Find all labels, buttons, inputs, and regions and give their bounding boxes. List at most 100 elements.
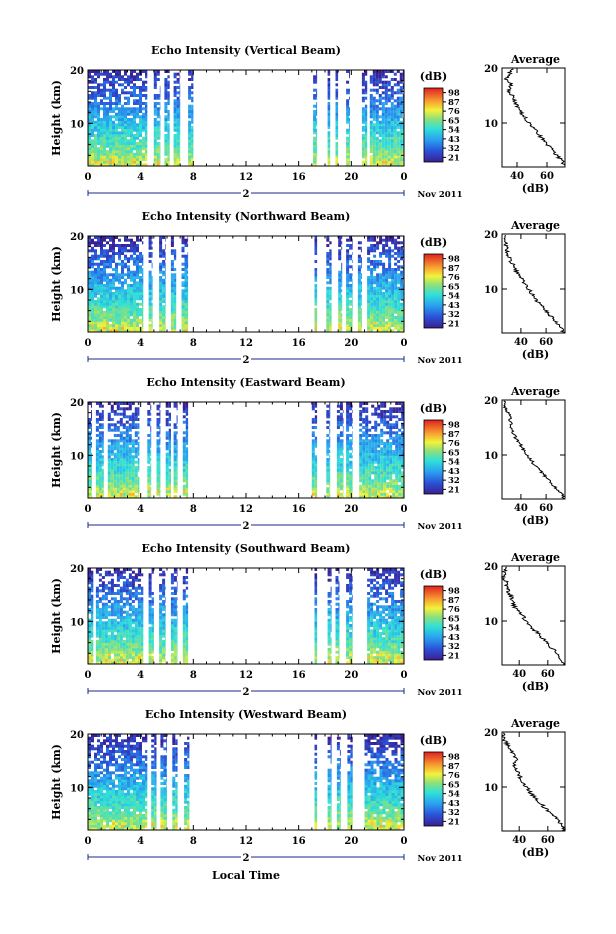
heatmap-cell: [126, 485, 129, 488]
heatmap-cell: [340, 487, 343, 490]
heatmap-cell: [114, 466, 117, 469]
heatmap-cell: [91, 643, 93, 646]
heatmap-cell: [313, 126, 316, 129]
heatmap-cell: [109, 300, 112, 303]
heatmap-cell: [185, 295, 188, 298]
heatmap-cell: [349, 463, 352, 466]
heatmap-cell: [177, 487, 178, 490]
heatmap-cell: [94, 308, 97, 311]
heatmap-cell: [94, 105, 97, 108]
heatmap-cell: [100, 327, 103, 330]
heatmap-cell: [124, 155, 127, 158]
heatmap-cell: [142, 241, 143, 244]
heatmap-cell: [166, 490, 169, 493]
heatmap-cell: [142, 287, 143, 290]
heatmap-cell: [91, 134, 94, 137]
heatmap-cell: [133, 327, 136, 330]
heatmap-cell: [164, 129, 167, 132]
heatmap-cell: [142, 300, 143, 303]
heatmap-cell: [133, 75, 136, 78]
heatmap-cell: [138, 442, 140, 445]
heatmap-cell: [362, 147, 365, 150]
heatmap-cell: [382, 150, 385, 153]
heatmap-cell: [359, 405, 362, 408]
heatmap-cell: [139, 297, 142, 300]
heatmap-cell: [365, 105, 367, 108]
heatmap-cell: [142, 145, 145, 148]
heatmap-cell: [174, 94, 177, 97]
heatmap-cell: [329, 241, 331, 244]
heatmap-cell: [188, 134, 191, 137]
heatmap-cell: [391, 123, 394, 126]
heatmap-cell: [160, 485, 161, 488]
heatmap-cell: [346, 107, 349, 110]
heatmap-cell: [162, 316, 165, 319]
heatmap-cell: [391, 321, 394, 324]
heatmap-cell: [91, 303, 94, 306]
heatmap-cell: [164, 118, 167, 121]
heatmap-cell: [136, 287, 139, 290]
heatmap-cell: [382, 81, 385, 84]
heatmap-cell: [99, 418, 102, 421]
heatmap-cell: [346, 289, 349, 292]
heatmap-cell: [392, 415, 395, 418]
heatmap-cell: [150, 413, 151, 416]
heatmap-cell: [136, 129, 139, 132]
heatmap-cell: [373, 134, 376, 137]
heatmap-cell: [386, 487, 389, 490]
heatmap-cell: [185, 308, 188, 311]
heatmap-cell: [121, 158, 124, 161]
heatmap-cell: [316, 139, 317, 142]
heatmap-cell: [394, 287, 397, 290]
heatmap-cell: [385, 271, 388, 274]
heatmap-cell: [337, 450, 340, 453]
heatmap-cell: [391, 276, 394, 279]
heatmap-cell: [133, 129, 136, 132]
heatmap-cell: [103, 287, 106, 290]
heatmap-cell: [340, 442, 343, 445]
heatmap-cell: [111, 439, 114, 442]
heatmap-cell: [329, 249, 331, 252]
heatmap-cell: [167, 115, 169, 118]
heatmap-cell: [91, 161, 94, 164]
heatmap-cell: [188, 239, 189, 242]
heatmap-cell: [133, 303, 136, 306]
heatmap-cell: [188, 139, 191, 142]
heatmap-cell: [94, 86, 97, 89]
heatmap-cell: [91, 608, 93, 611]
heatmap-cell: [108, 418, 111, 421]
heatmap-cell: [358, 260, 361, 263]
heatmap-cell: [150, 418, 151, 421]
heatmap-cell: [326, 466, 329, 469]
heatmap-cell: [365, 115, 367, 118]
heatmap-cell: [136, 247, 139, 250]
heatmap-cell: [159, 295, 162, 298]
heatmap-cell: [385, 303, 388, 306]
heatmap-cell: [349, 453, 352, 456]
heatmap-cell: [138, 466, 140, 469]
heatmap-cell: [112, 281, 115, 284]
heatmap-cell: [130, 327, 133, 330]
heatmap-cell: [103, 268, 106, 271]
heatmap-cell: [100, 129, 103, 132]
heatmap-cell: [121, 155, 124, 158]
heatmap-cell: [160, 405, 161, 408]
heatmap-cell: [397, 134, 400, 137]
heatmap-cell: [149, 252, 152, 255]
heatmap-cell: [135, 415, 138, 418]
heatmap-cell: [329, 474, 330, 477]
heatmap-cell: [188, 284, 189, 287]
heatmap-cell: [132, 474, 135, 477]
heatmap-cell: [108, 477, 111, 480]
heatmap-cell: [112, 268, 115, 271]
heatmap-cell: [166, 423, 169, 426]
heatmap-cell: [346, 439, 349, 442]
heatmap-cell: [389, 442, 392, 445]
heatmap-cell: [174, 121, 177, 124]
heatmap-cell: [118, 249, 121, 252]
heatmap-cell: [166, 479, 169, 482]
heatmap-cell: [96, 643, 99, 646]
heatmap-cell: [336, 131, 339, 134]
heatmap-cell: [326, 405, 329, 408]
heatmap-cell: [114, 469, 117, 472]
